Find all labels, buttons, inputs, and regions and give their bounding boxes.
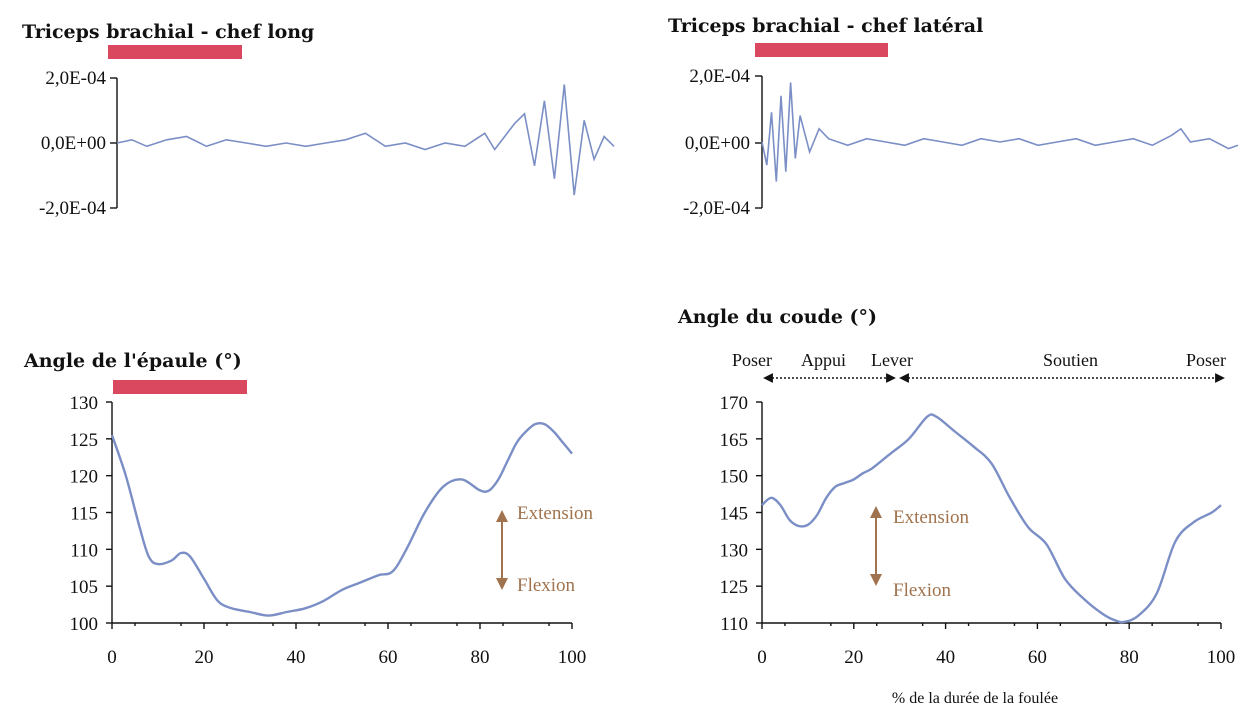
shoulder-xtick-label: 60: [379, 647, 398, 668]
shoulder-ytick-label: 125: [70, 430, 99, 451]
elbow-extension-label: Extension: [893, 507, 969, 528]
shoulder-xtick-label: 20: [195, 647, 214, 668]
shoulder-ytick-label: 105: [70, 577, 99, 598]
emg-lateral-series-line: [761, 82, 1239, 182]
emg-lateral-ytick-label: 2,0E-04: [689, 66, 750, 87]
shoulder-extension-label: Extension: [517, 503, 593, 524]
elbow-axes: 170 165 150 145 130 125 110 0 20 40 60 80 100: [720, 393, 1236, 668]
emg-long-series-line: [116, 84, 615, 196]
elbow-phase-label: Poser: [732, 350, 772, 370]
elbow-phase-label: Appui: [801, 350, 846, 370]
shoulder-ytick-label: 100: [70, 614, 99, 635]
elbow-ytick-label: 170: [720, 393, 749, 414]
elbow-xtick-label: 40: [936, 647, 955, 668]
elbow-phase-label: Soutien: [1043, 350, 1098, 370]
emg-lateral-ytick-label: -2,0E-04: [683, 198, 751, 219]
shoulder-xtick-label: 100: [558, 647, 587, 668]
elbow-x-axis-title: % de la durée de la foulée: [892, 690, 1058, 707]
shoulder-title: Angle de l'épaule (°): [23, 350, 242, 372]
shoulder-xtick-label: 40: [287, 647, 306, 668]
shoulder-ytick-label: 130: [70, 393, 99, 414]
elbow-ytick-label: 145: [720, 504, 749, 525]
emg-lateral-ytick-label: 0,0E+00: [685, 133, 750, 154]
elbow-phase-label: Lever: [871, 350, 913, 370]
shoulder-activity-bar: [113, 380, 247, 394]
elbow-ytick-label: 110: [720, 614, 748, 635]
elbow-ytick-label: 150: [720, 467, 749, 488]
emg-lateral-panel: Triceps brachial - chef latéral 2,0E-04 …: [668, 15, 1239, 219]
elbow-series-line: [761, 413, 1222, 624]
elbow-phase-label: Poser: [1186, 350, 1226, 370]
shoulder-xtick-label: 0: [107, 647, 117, 668]
emg-long-activity-bar: [108, 45, 242, 59]
elbow-ytick-label: 165: [720, 430, 749, 451]
emg-long-ytick-label: 2,0E-04: [45, 68, 106, 89]
elbow-xtick-label: 20: [844, 647, 863, 668]
emg-lateral-activity-bar: [755, 43, 888, 57]
shoulder-series-line: [110, 422, 573, 617]
emg-long-ytick-label: -2,0E-04: [39, 198, 107, 219]
shoulder-flexion-label: Flexion: [517, 575, 576, 596]
shoulder-xtick-label: 80: [471, 647, 490, 668]
shoulder-axes: 130 125 120 115 110 105 100 0 20 40 60 80 100: [70, 393, 587, 668]
emg-long-panel: Triceps brachial - chef long 2,0E-04 0,0…: [22, 21, 615, 219]
shoulder-ytick-label: 115: [70, 504, 98, 525]
shoulder-panel: Angle de l'épaule (°) 130 125 120 115 110 105…: [23, 350, 593, 668]
emg-long-ytick-label: 0,0E+00: [41, 133, 106, 154]
emg-lateral-title: Triceps brachial - chef latéral: [668, 15, 983, 37]
elbow-xtick-label: 80: [1120, 647, 1139, 668]
shoulder-ytick-label: 110: [70, 540, 98, 561]
elbow-xtick-label: 0: [757, 647, 767, 668]
emg-long-title: Triceps brachial - chef long: [22, 21, 314, 43]
elbow-xtick-label: 60: [1028, 647, 1047, 668]
elbow-ytick-label: 125: [720, 577, 749, 598]
elbow-title: Angle du coude (°): [677, 306, 877, 328]
shoulder-ytick-label: 120: [70, 467, 99, 488]
elbow-panel: Angle du coude (°) Poser Appui Lever Sou…: [677, 306, 1235, 707]
elbow-xtick-label: 100: [1207, 647, 1236, 668]
elbow-ytick-label: 130: [720, 540, 749, 561]
elbow-flexion-label: Flexion: [893, 580, 952, 601]
